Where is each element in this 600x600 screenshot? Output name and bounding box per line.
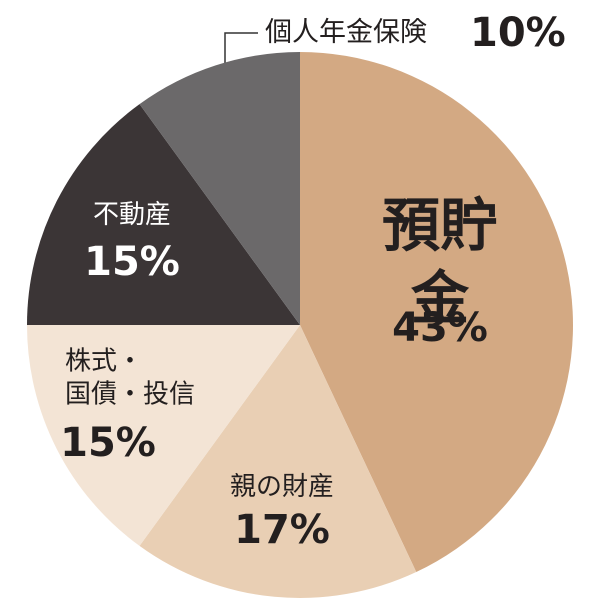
pie-slice xyxy=(27,104,300,325)
slice-label: 親の財産 xyxy=(229,471,335,502)
value-label: 17% xyxy=(234,507,330,553)
pie-slice xyxy=(139,52,300,325)
slice-label: 預貯金 xyxy=(381,191,498,333)
slice-label: 個人年金保険 xyxy=(265,17,427,49)
slice-label: 株式・ 国債・投信 xyxy=(65,346,196,410)
pie-slice xyxy=(139,325,417,598)
value-label: 43% xyxy=(392,305,488,351)
value-label: 15% xyxy=(84,239,180,285)
pie-slice xyxy=(300,52,573,573)
value-label: 10% xyxy=(470,10,566,56)
slice-label: 不動産 xyxy=(92,199,172,230)
pie-slice xyxy=(27,325,300,546)
value-label: 15% xyxy=(60,420,156,466)
